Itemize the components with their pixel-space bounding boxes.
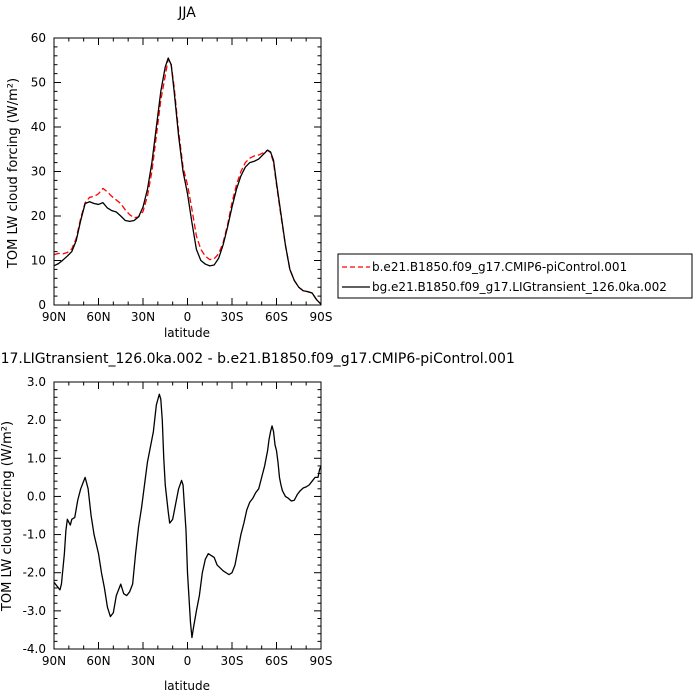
top-panel-y-tick-label: 0 xyxy=(38,298,46,312)
bottom-panel: bg.e21.B1850.f09_g17.LIGtransient_126.0k… xyxy=(0,351,515,693)
bottom-panel-x-tick-label: 30S xyxy=(221,654,244,668)
bottom-panel-y-tick-label: 1.0 xyxy=(27,451,46,465)
bottom-panel-y-tick-label: -4.0 xyxy=(23,642,46,656)
top-panel-x-tick-label: 90S xyxy=(310,310,333,324)
top-panel-series-2-line xyxy=(53,57,322,305)
bottom-panel-y-axis-label: TOM LW cloud forcing (W/m²) xyxy=(0,421,15,612)
bottom-panel-y-tick-label: 0.0 xyxy=(27,489,46,503)
top-panel-y-tick-label: 50 xyxy=(31,76,46,90)
top-panel-x-axis-label: latitude xyxy=(164,326,210,340)
bottom-panel-frame xyxy=(53,381,322,650)
top-panel: JJA TOM LW cloud forcing (W/m²) latitude… xyxy=(6,5,332,340)
top-panel-y-axis-label: TOM LW cloud forcing (W/m²) xyxy=(6,78,21,269)
legend-label-series-1: b.e21.B1850.f09_g17.CMIP6-piControl.001 xyxy=(372,260,627,274)
bottom-panel-x-axis-label: latitude xyxy=(164,679,210,693)
top-panel-y-tick-label: 10 xyxy=(31,254,46,268)
bottom-panel-y-tick-label: -1.0 xyxy=(23,528,46,542)
top-panel-x-tick-label: 60N xyxy=(86,310,110,324)
top-panel-x-tick-label: 90N xyxy=(42,310,66,324)
legend-box xyxy=(337,253,693,299)
top-panel-y-tick-label: 40 xyxy=(31,120,46,134)
top-panel-y-tick-label: 30 xyxy=(31,165,46,179)
bottom-panel-x-tick-label: 0 xyxy=(184,654,192,668)
bottom-panel-y-tick-label: -2.0 xyxy=(23,566,46,580)
top-panel-title: JJA xyxy=(177,5,196,21)
top-panel-x-tick-label: 0 xyxy=(184,310,192,324)
top-panel-x-tick-label: 60S xyxy=(265,310,288,324)
top-panel-x-tick-label: 30N xyxy=(131,310,155,324)
top-panel-y-tick-label: 20 xyxy=(31,209,46,223)
bottom-panel-y-tick-label: 3.0 xyxy=(27,375,46,389)
bottom-panel-series-1-line xyxy=(53,393,322,639)
bottom-panel-x-tick-label: 90N xyxy=(42,654,66,668)
bottom-panel-y-tick-label: 2.0 xyxy=(27,413,46,427)
legend-label-series-2: bg.e21.B1850.f09_g17.LIGtransient_126.0k… xyxy=(372,280,667,294)
bottom-panel-x-tick-label: 90S xyxy=(310,654,333,668)
top-panel-y-tick-label: 60 xyxy=(31,31,46,45)
bottom-panel-x-tick-label: 60S xyxy=(265,654,288,668)
bottom-panel-title: bg.e21.B1850.f09_g17.LIGtransient_126.0k… xyxy=(0,351,515,367)
bottom-panel-x-tick-label: 30N xyxy=(131,654,155,668)
top-panel-x-tick-label: 30S xyxy=(221,310,244,324)
top-panel-series-1-line xyxy=(53,58,322,305)
legend: b.e21.B1850.f09_g17.CMIP6-piControl.001 … xyxy=(337,253,693,299)
bottom-panel-x-tick-label: 60N xyxy=(86,654,110,668)
bottom-panel-y-tick-label: -3.0 xyxy=(23,604,46,618)
top-panel-frame xyxy=(53,37,322,306)
